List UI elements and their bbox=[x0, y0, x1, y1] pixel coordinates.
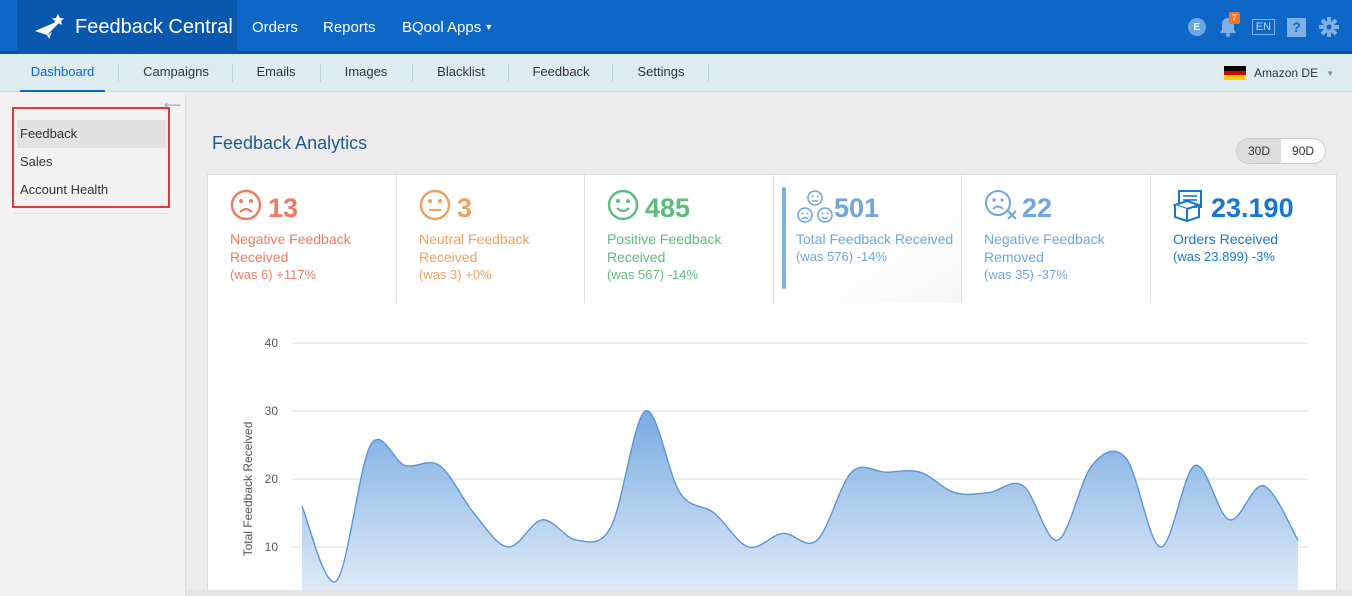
nav-bqool-apps-label: BQool Apps bbox=[402, 18, 482, 36]
series-line bbox=[301, 410, 1299, 583]
user-avatar[interactable]: E bbox=[1187, 18, 1206, 36]
sidebar-item-account-health[interactable]: Account Health bbox=[20, 182, 109, 197]
tab-dashboard[interactable]: Dashboard bbox=[20, 54, 105, 92]
positive-feedback-change: (was 567) -14% bbox=[607, 267, 699, 282]
sad-face-remove-icon bbox=[985, 190, 1017, 220]
nav-bqool-apps[interactable]: BQool Apps ▼ bbox=[402, 0, 493, 54]
nav-reports[interactable]: Reports bbox=[323, 18, 376, 36]
negative-removed-label: Negative Feedback Removed bbox=[984, 231, 1105, 265]
feedback-area-chart: 10 20 30 40 Total Feedback Received bbox=[241, 336, 1308, 593]
card-negative-feedback[interactable]: 13 Negative Feedback Received (was 6) +1… bbox=[208, 175, 397, 303]
negative-feedback-count: 13 bbox=[268, 193, 299, 223]
sad-face-icon bbox=[230, 189, 262, 221]
tab-images[interactable]: Images bbox=[344, 64, 388, 79]
total-feedback-label: Total Feedback Received bbox=[796, 231, 954, 247]
total-feedback-count: 501 bbox=[834, 193, 880, 223]
sidebar-item-feedback[interactable]: Feedback bbox=[17, 120, 166, 148]
negative-removed-count: 22 bbox=[1022, 193, 1053, 223]
marketplace-selector[interactable]: Amazon DE ▼ bbox=[1224, 54, 1334, 92]
negative-feedback-label: Negative Feedback Received bbox=[230, 231, 351, 265]
paper-plane-star-icon bbox=[35, 14, 64, 39]
y-tick-label: 40 bbox=[265, 336, 279, 350]
negative-removed-change: (was 35) -37% bbox=[984, 267, 1068, 282]
y-axis-label: Total Feedback Received bbox=[241, 422, 255, 557]
y-tick-label: 20 bbox=[265, 472, 279, 486]
page-title: Feedback Analytics bbox=[212, 133, 368, 153]
tab-blacklist[interactable]: Blacklist bbox=[437, 64, 485, 79]
period-toggle: 30D 90D bbox=[1236, 138, 1327, 164]
neutral-feedback-count: 3 bbox=[457, 193, 473, 223]
caret-down-icon: ▼ bbox=[1326, 68, 1334, 78]
horizontal-scrollbar[interactable] bbox=[186, 590, 1352, 596]
orders-box-icon bbox=[1173, 190, 1203, 223]
faces-group-icon bbox=[797, 190, 833, 223]
gear-icon[interactable] bbox=[1318, 16, 1340, 38]
area-series bbox=[302, 410, 1298, 593]
sidebar-divider bbox=[14, 213, 168, 214]
sidebar-item-sales[interactable]: Sales bbox=[20, 154, 53, 169]
neutral-feedback-label: Neutral Feedback Received bbox=[419, 231, 530, 265]
period-90d-button[interactable]: 90D bbox=[1292, 144, 1315, 158]
happy-face-icon bbox=[607, 189, 639, 221]
card-total-feedback[interactable]: 501 Total Feedback Received (was 576) -1… bbox=[774, 175, 962, 303]
notification-count: 7 bbox=[1228, 12, 1240, 24]
tab-feedback[interactable]: Feedback bbox=[532, 64, 590, 79]
card-positive-feedback[interactable]: 485 Positive Feedback Received (was 567)… bbox=[585, 175, 774, 303]
card-neutral-feedback[interactable]: 3 Neutral Feedback Received (was 3) +0% bbox=[397, 175, 585, 303]
positive-feedback-count: 485 bbox=[645, 193, 691, 223]
selected-indicator bbox=[782, 187, 786, 289]
negative-feedback-change: (was 6) +117% bbox=[230, 267, 317, 282]
total-feedback-change: (was 576) -14% bbox=[796, 249, 888, 264]
brand-name: Feedback Central bbox=[75, 15, 233, 38]
tab-emails[interactable]: Emails bbox=[256, 64, 296, 79]
orders-received-change: (was 23.899) -3% bbox=[1173, 249, 1275, 264]
nav-orders[interactable]: Orders bbox=[252, 18, 298, 36]
y-tick-label: 10 bbox=[265, 540, 279, 554]
period-30d-button[interactable]: 30D bbox=[1237, 139, 1282, 163]
germany-flag-icon bbox=[1224, 66, 1247, 81]
marketplace-label: Amazon DE bbox=[1254, 66, 1319, 80]
card-negative-removed[interactable]: 22 Negative Feedback Removed (was 35) -3… bbox=[962, 175, 1151, 303]
positive-feedback-label: Positive Feedback Received bbox=[607, 231, 722, 265]
top-bar: Feedback Central Orders Reports BQool Ap… bbox=[0, 0, 1352, 54]
highlight-box bbox=[12, 107, 170, 208]
card-orders-received[interactable]: 23.190 Orders Received (was 23.899) -3% bbox=[1151, 175, 1336, 303]
chart-panel: 10 20 30 40 Total Feedback Received bbox=[207, 303, 1337, 593]
neutral-face-icon bbox=[419, 189, 451, 221]
caret-down-icon: ▼ bbox=[484, 22, 494, 32]
orders-received-count: 23.190 bbox=[1211, 193, 1294, 223]
tab-campaigns[interactable]: Campaigns bbox=[143, 64, 209, 79]
neutral-feedback-change: (was 3) +0% bbox=[419, 267, 492, 282]
sidebar: ⟵ Feedback Sales Account Health bbox=[0, 92, 186, 596]
language-selector[interactable]: EN bbox=[1251, 19, 1275, 35]
help-icon[interactable]: ? bbox=[1287, 17, 1306, 37]
stats-cards: 13 Negative Feedback Received (was 6) +1… bbox=[207, 174, 1337, 304]
brand-logo[interactable]: Feedback Central bbox=[17, 0, 237, 54]
y-tick-label: 30 bbox=[265, 404, 279, 418]
notifications-button[interactable]: 7 bbox=[1218, 12, 1240, 38]
orders-received-label: Orders Received bbox=[1173, 231, 1279, 247]
tab-settings[interactable]: Settings bbox=[637, 64, 685, 79]
sub-navigation: Dashboard Campaigns Emails Images Blackl… bbox=[0, 54, 1352, 92]
